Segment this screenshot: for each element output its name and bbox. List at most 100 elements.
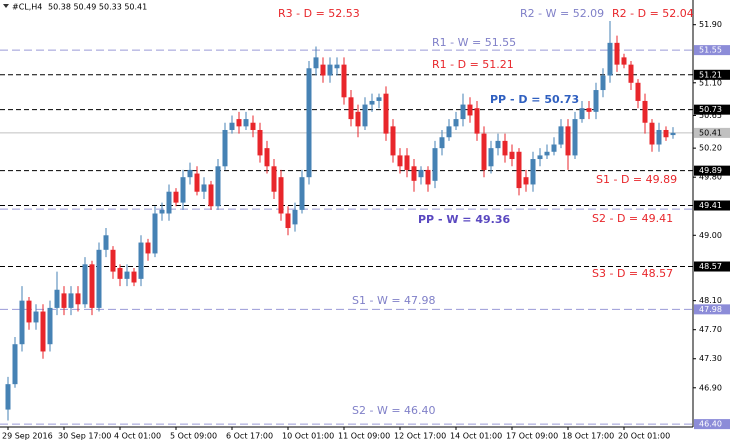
- y-tick-label: 47.30: [699, 354, 722, 363]
- candle-body: [600, 75, 606, 91]
- y-tick-label: 49.80: [699, 173, 722, 182]
- candle-body: [180, 177, 186, 203]
- candle-body: [502, 140, 508, 156]
- candle-body: [285, 213, 291, 229]
- x-tick-label: 20 Oct 01:00: [618, 432, 670, 441]
- symbol: #CL,H4: [12, 3, 42, 12]
- level-label: S2 - D = 49.41: [592, 212, 673, 225]
- candle-body: [474, 108, 480, 134]
- level-label: R3 - D = 52.53: [278, 7, 360, 20]
- candle-body: [313, 57, 319, 69]
- candle-body: [47, 307, 53, 345]
- candle-body: [12, 344, 18, 385]
- ohlc: 50.38 50.49 50.33 50.41: [48, 3, 147, 12]
- price-box: [694, 304, 730, 315]
- price-label: 46.40: [699, 420, 722, 429]
- price-box: [694, 419, 730, 430]
- last-price-box: [694, 127, 730, 138]
- candle-body: [390, 126, 396, 156]
- candle-body: [663, 129, 669, 138]
- candle-body: [173, 191, 179, 203]
- candle-body: [551, 144, 557, 152]
- candle-body: [397, 155, 403, 167]
- y-tick-label: 51.10: [699, 78, 722, 87]
- candle-body: [383, 93, 389, 134]
- candle-body: [628, 64, 634, 83]
- candle-body: [208, 184, 214, 207]
- candle-body: [495, 140, 501, 149]
- candle-body: [404, 155, 410, 170]
- y-tick-label: 50.65: [699, 111, 722, 120]
- candle-body: [26, 300, 32, 323]
- candle-body: [75, 293, 81, 305]
- x-tick-label: 5 Oct 09:00: [170, 432, 217, 441]
- candle-body: [117, 267, 123, 279]
- level-label: S2 - W = 46.40: [352, 404, 436, 417]
- candle-body: [215, 166, 221, 207]
- candle-body: [376, 97, 382, 101]
- candle-body: [523, 177, 529, 185]
- candle-body: [278, 177, 284, 214]
- candle-body: [145, 242, 151, 254]
- price-box: [694, 69, 730, 80]
- candle-body: [467, 104, 473, 116]
- candle-body: [222, 129, 228, 167]
- candle-body: [264, 148, 270, 167]
- price-label: 50.73: [699, 105, 722, 114]
- price-box: [694, 104, 730, 115]
- candle-body: [488, 148, 494, 167]
- candle-body: [19, 300, 25, 345]
- candle-body: [586, 108, 592, 112]
- candle-body: [54, 289, 60, 308]
- candle-body: [166, 191, 172, 214]
- candle-body: [40, 311, 46, 352]
- candle-body: [110, 249, 116, 272]
- x-tick-label: 12 Oct 17:00: [394, 432, 446, 441]
- candle-body: [306, 68, 312, 178]
- candle-body: [509, 151, 515, 160]
- candle-body: [250, 122, 256, 130]
- price-label: 48.57: [699, 262, 722, 271]
- price-label: 51.21: [699, 70, 722, 79]
- candle-body: [201, 184, 207, 192]
- candle-body: [425, 169, 431, 185]
- level-label: S3 - D = 48.57: [592, 267, 673, 280]
- candle-body: [656, 129, 662, 145]
- candle-body: [355, 111, 361, 127]
- candle-body: [460, 104, 466, 120]
- candle-body: [131, 271, 137, 283]
- x-tick-label: 17 Oct 09:00: [506, 432, 558, 441]
- candle-body: [61, 293, 67, 308]
- candle-body: [565, 126, 571, 156]
- x-tick-label: 14 Oct 01:00: [450, 432, 502, 441]
- last-price-label: 50.41: [699, 128, 722, 137]
- price-label: 49.89: [699, 166, 722, 175]
- candle-body: [453, 119, 459, 127]
- candle-body: [334, 64, 340, 69]
- candle-body: [369, 100, 375, 105]
- candle-body: [614, 42, 620, 65]
- y-tick-label: 48.10: [699, 296, 722, 305]
- candle-body: [327, 64, 333, 76]
- candle-body: [348, 97, 354, 120]
- candle-body: [82, 264, 88, 305]
- candle-body: [446, 126, 452, 138]
- candle-body: [516, 151, 522, 189]
- candle-body: [642, 100, 648, 123]
- candle-body: [194, 173, 200, 192]
- header-icon: [3, 4, 9, 8]
- candle-body: [530, 159, 536, 185]
- y-tick-label: 51.90: [699, 20, 722, 29]
- candle-body: [89, 264, 95, 308]
- price-label: 49.41: [699, 201, 722, 210]
- candle-body: [271, 166, 277, 192]
- y-tick-label: 50.20: [699, 144, 722, 153]
- candle-body: [670, 132, 676, 136]
- y-tick-label: 49.00: [699, 231, 722, 240]
- price-box: [694, 165, 730, 176]
- candle-body: [292, 209, 298, 225]
- price-label: 47.98: [699, 305, 722, 314]
- price-box: [694, 45, 730, 56]
- level-label: S1 - D = 49.89: [596, 173, 677, 186]
- x-tick-label: 29 Sep 2016: [2, 432, 53, 441]
